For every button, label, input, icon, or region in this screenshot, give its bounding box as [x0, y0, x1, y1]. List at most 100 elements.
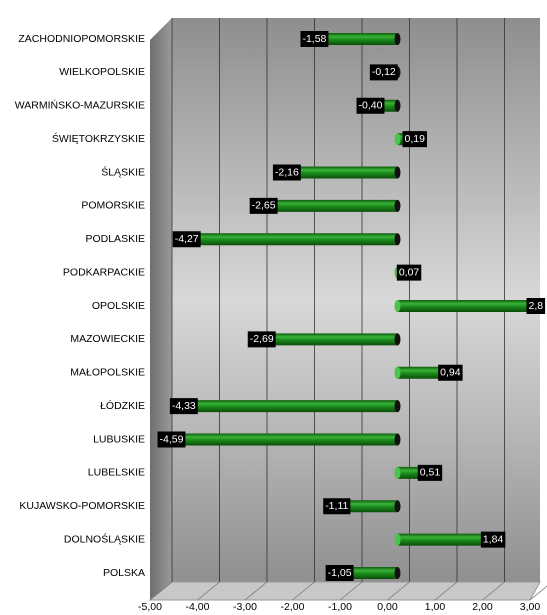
- x-tick-label: 2,00: [472, 601, 493, 613]
- bar: [266, 333, 401, 346]
- value-label: 0,07: [399, 266, 420, 278]
- value-label-box: [300, 31, 329, 47]
- category-label: PODLASKIE: [85, 233, 145, 245]
- category-label: ŚLĄSKIE: [101, 165, 145, 178]
- category-label: WARMIŃSKO-MAZURSKIE: [15, 99, 145, 112]
- value-label: 0,19: [405, 133, 426, 145]
- category-label: WIELKOPOLSKIE: [59, 66, 145, 78]
- bar-cap: [394, 33, 401, 45]
- value-label: -4,27: [175, 233, 199, 245]
- floor-grid-line: [197, 581, 220, 601]
- floor-grid-line: [244, 581, 268, 601]
- bar-cap: [394, 233, 401, 246]
- value-label: -1,05: [328, 567, 352, 579]
- floor-grid-line: [149, 581, 173, 601]
- bar: [176, 433, 401, 446]
- bar-body: [179, 433, 398, 446]
- value-label-box: [325, 565, 354, 581]
- bar: [319, 33, 401, 45]
- category-label: DOLNOŚLĄSKIE: [64, 532, 145, 545]
- x-tick-label: -4,00: [186, 601, 210, 613]
- value-label-box: [272, 164, 301, 181]
- floor-grid-line: [292, 581, 315, 601]
- x-tick-label: -1,00: [328, 601, 352, 613]
- x-tick-label: -5,00: [138, 601, 162, 613]
- floor-grid-line: [482, 581, 505, 601]
- x-tick-label: 1,00: [425, 601, 446, 613]
- bar-end: [394, 300, 401, 312]
- value-label-box: [369, 64, 398, 81]
- value-label-box: [356, 97, 385, 114]
- value-label: 0,51: [420, 467, 441, 479]
- value-label-box: [169, 398, 198, 415]
- value-label: 1,84: [483, 533, 504, 545]
- bar-body: [397, 466, 422, 479]
- category-label: PODKARPACKIE: [63, 266, 145, 278]
- value-label-box: [249, 197, 278, 214]
- value-label-box: [157, 431, 186, 448]
- value-label: -2,69: [250, 333, 274, 345]
- value-label-box: [402, 131, 427, 148]
- value-label-box: [417, 464, 443, 481]
- value-label: -0,40: [359, 100, 383, 112]
- value-label-box: [480, 531, 506, 548]
- bar-body: [397, 300, 531, 312]
- bar-cap: [394, 333, 401, 346]
- bar: [394, 366, 446, 379]
- bar: [191, 233, 401, 246]
- bar-end: [394, 533, 401, 546]
- bar-end: [394, 466, 401, 479]
- value-label-box: [172, 231, 201, 248]
- bar-cap: [394, 166, 401, 179]
- floor-grid-line: [434, 581, 458, 601]
- value-label-box: [396, 264, 422, 281]
- value-label: -4,59: [160, 433, 184, 445]
- value-label: -4,33: [172, 400, 196, 412]
- bar: [341, 500, 401, 513]
- bar-cap: [394, 433, 401, 446]
- x-tick-label: 0,00: [377, 601, 398, 613]
- x-tick-label: 3,00: [520, 601, 541, 613]
- value-label: 2,8: [529, 300, 544, 312]
- bar-body: [322, 33, 398, 45]
- category-label: MAZOWIECKIE: [70, 333, 145, 345]
- bar: [291, 166, 401, 179]
- bar-cap: [394, 99, 401, 112]
- floor-grid-line: [387, 581, 410, 601]
- bar-body: [397, 366, 443, 379]
- bar-end: [394, 366, 401, 379]
- bar-body: [194, 233, 398, 246]
- floor-grid-line: [339, 581, 363, 601]
- bar-body: [344, 500, 398, 513]
- value-label-box: [247, 331, 276, 348]
- category-label: POMORSKIE: [81, 200, 145, 212]
- bar-body: [397, 533, 485, 546]
- bar-cap: [394, 567, 401, 579]
- value-label-box: [323, 498, 351, 515]
- side-wall: [150, 18, 172, 600]
- bar: [394, 533, 488, 546]
- bar-body: [294, 166, 398, 179]
- bar: [394, 300, 534, 312]
- bar-body: [269, 333, 398, 346]
- bar: [188, 400, 401, 413]
- category-label: LUBUSKIE: [93, 433, 145, 445]
- bar-cap: [394, 400, 401, 413]
- value-label: -1,58: [302, 33, 326, 45]
- value-label: 0,94: [440, 367, 461, 379]
- bar-body: [271, 199, 398, 212]
- bar-body: [191, 400, 398, 413]
- bar-end: [394, 133, 401, 146]
- category-label: ZACHODNIOPOMORSKIE: [18, 33, 145, 45]
- category-label: MAŁOPOLSKIE: [70, 367, 145, 379]
- category-label: ŁÓDZKIE: [100, 399, 145, 412]
- x-tick-label: -2,00: [281, 601, 305, 613]
- bar-cap: [394, 500, 401, 513]
- value-label-box: [526, 298, 546, 314]
- bar-cap: [394, 199, 401, 212]
- bar-body: [347, 567, 398, 579]
- bar: [268, 199, 401, 212]
- category-label: LUBELSKIE: [88, 467, 145, 479]
- value-label-box: [438, 364, 463, 381]
